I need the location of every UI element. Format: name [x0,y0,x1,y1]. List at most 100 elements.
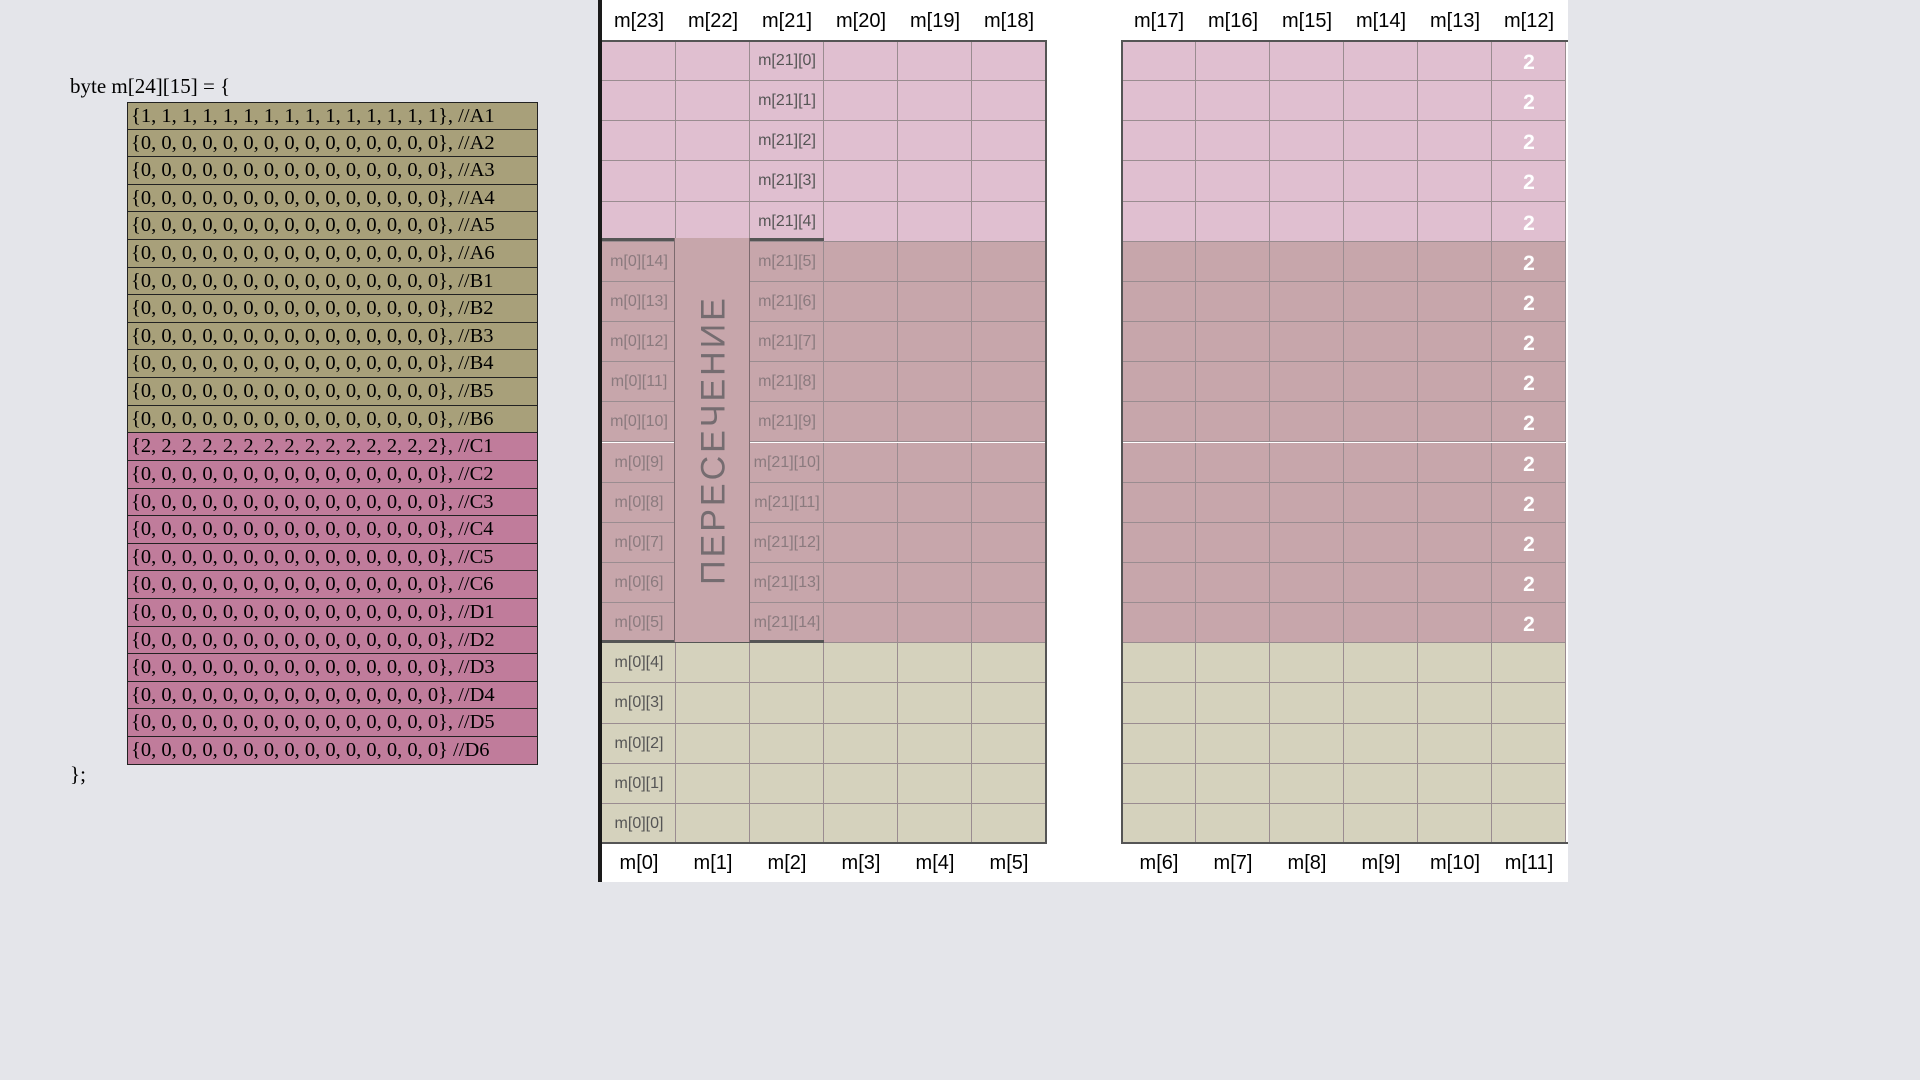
grid-cell [1196,482,1270,523]
grid-cell [1492,442,1566,483]
grid-cell [1492,161,1566,202]
cell-label-m21: m[21][0] [758,52,816,69]
grid-cell [1418,402,1492,443]
column-label-top: m[18] [983,10,1035,32]
grid-cell [1270,281,1344,323]
cell-label-m21: m[21][13] [753,573,821,591]
grid-cell [824,81,898,122]
grid-cell [1492,803,1566,844]
grid-cell [1196,402,1270,443]
grid-cell [1270,241,1344,282]
column-label-bottom: m[10] [1429,852,1481,874]
grid-cell [1344,803,1418,844]
grid-cell [972,81,1046,122]
grid-cell [1122,322,1196,363]
grid-cell [602,803,676,844]
grid-cell [1196,763,1270,804]
code-row: {0, 0, 0, 0, 0, 0, 0, 0, 0, 0, 0, 0, 0, … [127,488,538,517]
grid-cell [750,241,824,282]
grid-cell [898,201,972,242]
panel-divider [598,0,602,882]
grid-cell [972,201,1046,242]
grid-cell [1122,201,1196,242]
cell-label-m0: m[0][1] [614,774,664,792]
code-row: {0, 0, 0, 0, 0, 0, 0, 0, 0, 0, 0, 0, 0, … [127,460,538,489]
grid-cell [1344,482,1418,523]
grid-cell [898,522,972,563]
column-label-bottom: m[2] [767,852,807,874]
cell-label-m21: m[21][3] [758,172,816,190]
grid-cell [602,643,676,684]
grid-cell [1196,442,1270,483]
intersection-label: ПЕРЕСЕЧЕНИЕ [694,295,733,585]
grid-cell [1344,241,1418,282]
array-declaration: byte m[24][15] = { [70,74,231,98]
grid-cell [1270,683,1344,724]
column-label-bottom: m[6] [1139,852,1179,874]
grid-cell [750,603,824,644]
grid-cell [1270,402,1344,443]
grid-cell [1418,322,1492,363]
cell-label-m21: m[21][12] [753,533,821,551]
grid-cell [898,362,972,403]
grid-cell [824,562,898,604]
grid-cell [602,683,676,724]
grid-cell [750,683,824,724]
grid-cell [972,522,1046,563]
cell-label-m0: m[0][13] [610,292,668,310]
grid-cell [972,41,1046,82]
cell-label-m0: m[0][14] [610,252,668,270]
value-two: 2 [1523,291,1535,315]
grid-cell [1196,643,1270,684]
grid-cell [972,603,1046,644]
code-row: {0, 0, 0, 0, 0, 0, 0, 0, 0, 0, 0, 0, 0, … [127,654,538,682]
grid-cell [750,402,824,443]
grid-cell [824,803,898,844]
grid-cell [1196,803,1270,844]
value-two: 2 [1523,613,1535,637]
grid-cell [1492,362,1566,403]
grid-cell [1270,442,1344,483]
cell-label-m0: m[0][10] [610,413,668,431]
grid-cell [1122,442,1196,483]
grid-cell [1270,41,1344,82]
grid-cell [824,362,898,403]
value-two: 2 [1523,332,1535,356]
grid-cell [1344,562,1418,604]
intersection-band [674,238,750,642]
grid-cell [676,121,750,162]
grid-cell [750,442,824,483]
grid-cell [1196,161,1270,202]
code-row: {0, 0, 0, 0, 0, 0, 0, 0, 0, 0, 0, 0, 0, … [127,405,538,434]
grid-cell [1122,723,1196,764]
grid-cell [1492,402,1566,443]
grid-cell [972,803,1046,844]
grid-cell [1122,81,1196,122]
grid-cell [972,402,1046,443]
code-panel: byte m[24][15] = { {1, 1, 1, 1, 1, 1, 1,… [0,0,598,882]
grid-cell [1122,603,1196,644]
column-label-top: m[17] [1133,10,1185,32]
matrix-diagram: m[23] m[0] m[22] m[1] m[21] m[2] m[20] m[3] m[19… [602,0,1568,882]
grid-cell [1196,201,1270,242]
column-label-bottom: m[5] [989,852,1029,874]
grid-cell [750,121,824,162]
grid-cell [750,562,824,604]
grid-cell [1122,241,1196,282]
grid-cell [824,603,898,644]
block-edge [602,842,1046,844]
column-label-top: m[16] [1207,10,1259,32]
grid-cell [1122,362,1196,403]
value-two: 2 [1523,452,1535,476]
grid-cell [1122,41,1196,82]
grid-cell [898,643,972,684]
grid-cell [602,81,676,122]
block-edge [1045,40,1047,844]
code-row: {0, 0, 0, 0, 0, 0, 0, 0, 0, 0, 0, 0, 0, … [127,737,538,765]
grid-cell [898,562,972,604]
grid-cell [676,803,750,844]
grid-cell [1270,803,1344,844]
grid-cell [1270,121,1344,162]
code-row: {0, 0, 0, 0, 0, 0, 0, 0, 0, 0, 0, 0, 0, … [127,626,538,655]
block-edge [1122,40,1568,42]
